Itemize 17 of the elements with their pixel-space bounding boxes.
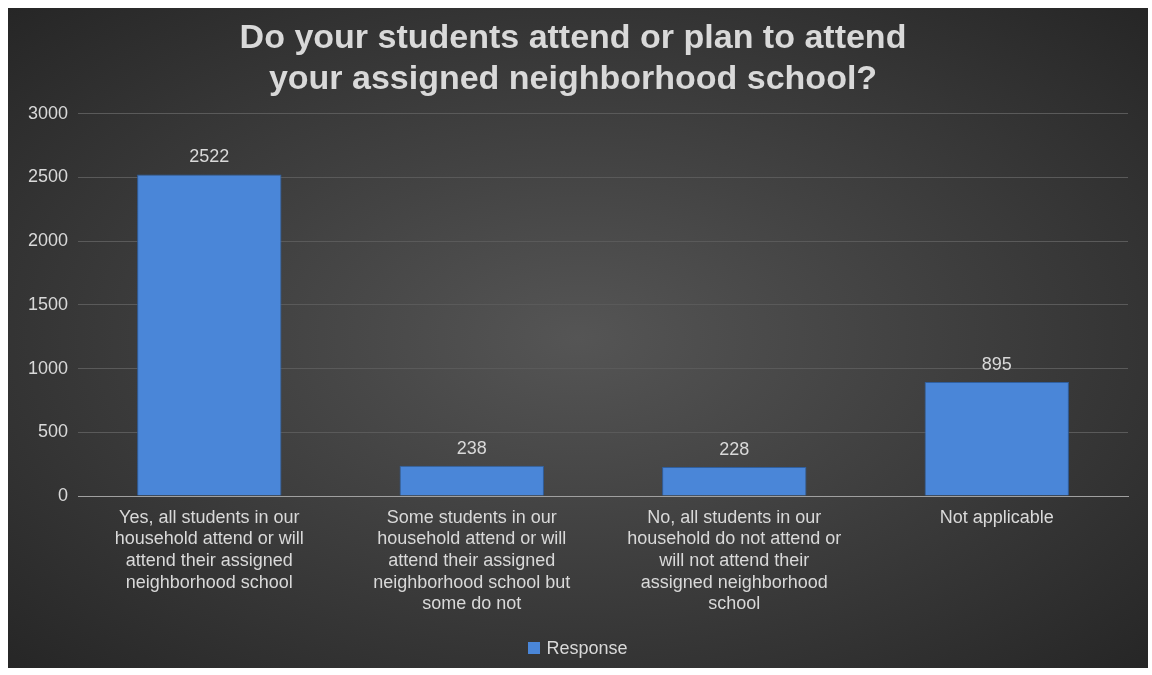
data-label: 228 — [719, 438, 750, 459]
x-tick-label: No, all students in our household do not attend or will not attend their assigned neighborhood school — [627, 506, 842, 614]
y-tick-label: 2500 — [28, 166, 69, 187]
x-tick-label: Yes, all students in our household attend or will attend their assigned neighborhood school — [114, 506, 304, 592]
legend-label: Response — [546, 637, 628, 659]
y-tick-label: 2000 — [28, 230, 69, 251]
y-tick-label: 0 — [58, 484, 69, 505]
data-label: 895 — [981, 353, 1012, 374]
y-tick-label: 1500 — [28, 293, 69, 314]
chart-title: Do your students attend or plan to attend your assigned neighborhood school? — [239, 16, 907, 96]
x-tick-label: Some students in our household attend or will attend their assigned neighborhood school but some do not — [373, 506, 571, 614]
data-label: 2522 — [189, 146, 230, 167]
y-tick-label: 3000 — [28, 102, 69, 123]
y-tick-label: 1000 — [28, 357, 69, 378]
x-tick-label: Not applicable — [939, 506, 1054, 527]
data-label: 238 — [456, 437, 487, 458]
y-tick-label: 500 — [38, 421, 69, 442]
